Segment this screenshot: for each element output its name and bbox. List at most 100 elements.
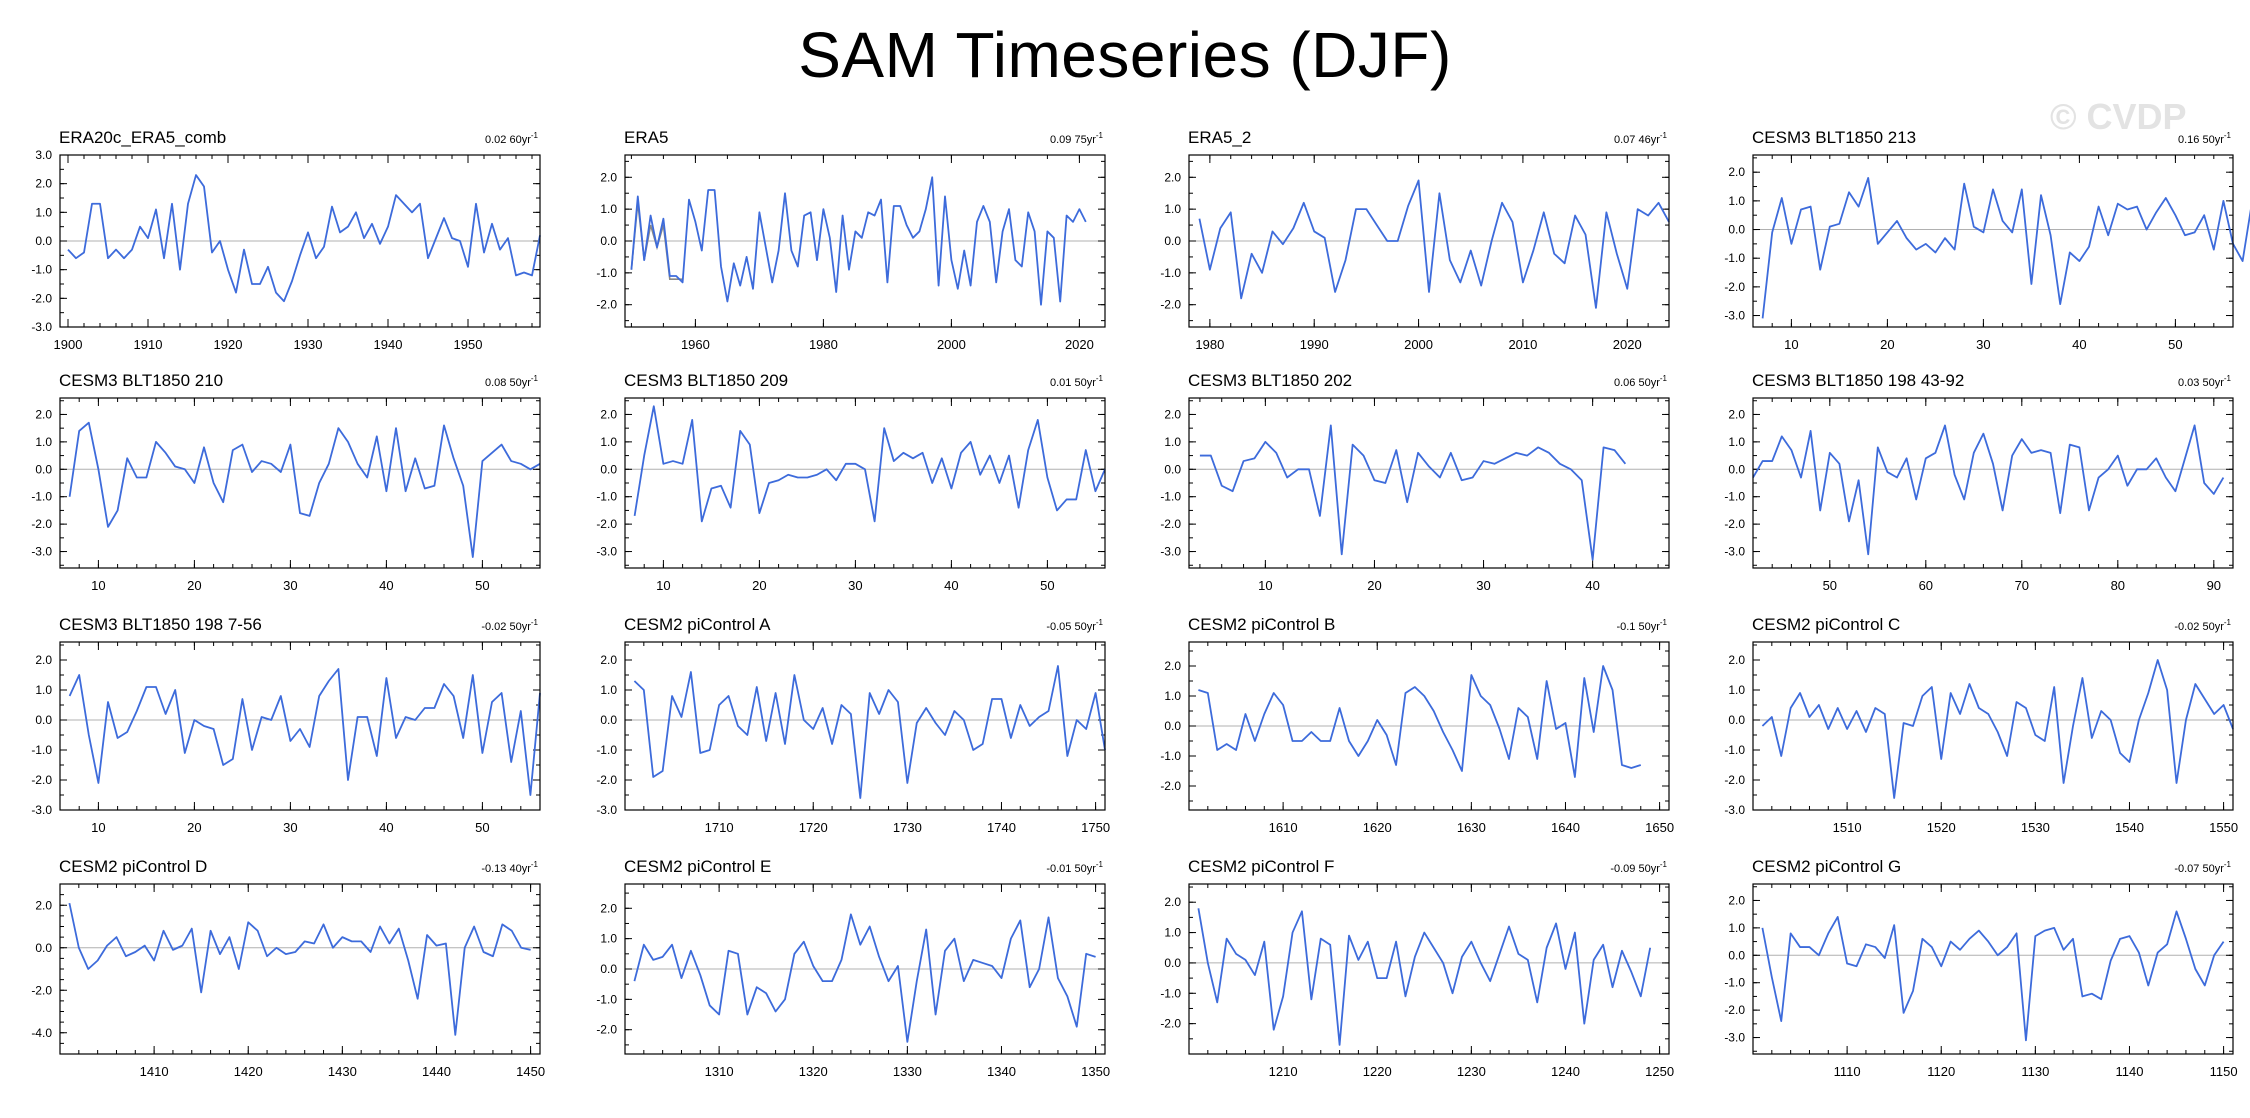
y-tick-label: 2.0 (1728, 165, 1745, 179)
panel-trend-unit: -1 (2224, 374, 2232, 383)
y-tick-label: 1.0 (1728, 194, 1745, 208)
chart-panel: CESM3 BLT1850 198 43-92 0.03 50yr-1 -3.0 -2… (1724, 371, 2234, 593)
y-tick-label: -2.0 (596, 298, 617, 312)
y-tick-label: 1.0 (35, 435, 52, 449)
y-tick-label: -2.0 (31, 773, 52, 787)
y-tick-label: 2.0 (1164, 407, 1181, 421)
y-tick-label: 1.0 (35, 205, 52, 219)
plot-frame (59, 641, 541, 811)
panel-title: CESM2 piControl D (59, 857, 207, 876)
plot-frame (1188, 154, 1670, 328)
y-tick-label: 0.0 (35, 941, 52, 955)
y-tick-label: -1.0 (31, 263, 52, 277)
x-tick-label: 30 (283, 820, 297, 835)
x-tick-label: 1940 (374, 337, 403, 352)
y-tick-label: -2.0 (31, 291, 52, 305)
y-tick-label: -3.0 (596, 545, 617, 559)
panel-trend: 0.03 50yr-1 (2178, 374, 2232, 389)
y-tick-label: 2.0 (600, 653, 617, 667)
y-tick-label: 2.0 (35, 177, 52, 191)
x-tick-label: 10 (656, 578, 670, 593)
y-tick-label: -3.0 (1724, 309, 1745, 323)
panel-title: CESM3 BLT1850 210 (59, 371, 223, 390)
chart-panel: CESM2 piControl B -0.1 50yr-1 -2.0 -1.0 0.0 1… (1160, 615, 1674, 835)
series-line (1199, 424, 1627, 561)
y-tick-label: 1.0 (1164, 435, 1181, 449)
chart-panel: CESM2 piControl F -0.09 50yr-1 -2.0 -1.0 0.0… (1160, 857, 1674, 1079)
y-tick-label: 1.0 (1728, 683, 1745, 697)
series-line (68, 668, 541, 796)
y-tick-label: -2.0 (596, 517, 617, 531)
y-tick-label: -3.0 (1724, 1031, 1745, 1045)
y-tick-label: -1.0 (1724, 251, 1745, 265)
series-line (630, 176, 1087, 306)
watermark-logo: © CVDP (2050, 96, 2187, 137)
x-tick-label: 1520 (1927, 820, 1956, 835)
panel-trend: 0.01 50yr-1 (1050, 374, 1104, 389)
y-tick-label: -1.0 (31, 490, 52, 504)
y-tick-label: 0.0 (35, 713, 52, 727)
y-tick-label: 2.0 (1728, 893, 1745, 907)
series-line (633, 913, 1096, 1043)
x-tick-label: 1950 (454, 337, 483, 352)
x-tick-label: 1930 (294, 337, 323, 352)
x-tick-label: 70 (2015, 578, 2029, 593)
x-tick-label: 10 (1258, 578, 1272, 593)
y-tick-label: -2.0 (596, 1023, 617, 1037)
x-tick-label: 1530 (2021, 820, 2050, 835)
y-tick-label: 0.0 (600, 962, 617, 976)
y-tick-label: -3.0 (31, 545, 52, 559)
panel-trend: -0.07 50yr-1 (2174, 860, 2231, 875)
chart-panel: CESM2 piControl A -0.05 50yr-1 -3.0 -2.0 -1.… (596, 615, 1110, 835)
y-tick-label: -1.0 (1724, 743, 1745, 757)
y-tick-label: -3.0 (1724, 803, 1745, 817)
x-tick-label: 1150 (2210, 1064, 2238, 1079)
y-tick-label: -1.0 (596, 266, 617, 280)
x-tick-label: 1610 (1269, 820, 1298, 835)
series-line (68, 902, 531, 1036)
chart-panel: CESM3 BLT1850 209 0.01 50yr-1 -3.0 -2.0 -1.0… (596, 371, 1106, 593)
x-tick-label: 30 (1476, 578, 1490, 593)
panel-trend: -0.05 50yr-1 (1046, 618, 1103, 633)
panel-trend-unit: -1 (531, 618, 539, 627)
panel-title: CESM3 BLT1850 209 (624, 371, 788, 390)
y-tick-label: 0.0 (600, 462, 617, 476)
panel-trend-unit: -1 (1660, 374, 1668, 383)
x-tick-label: 1730 (893, 820, 922, 835)
series-line (1761, 910, 2225, 1042)
panel-trend-unit: -1 (531, 374, 539, 383)
panel-trend-unit: -1 (531, 131, 539, 140)
panel-title: ERA5_2 (1188, 128, 1251, 147)
chart-panel: CESM2 piControl G -0.07 50yr-1 -3.0 -2.0 -1.… (1724, 857, 2237, 1079)
y-tick-label: -3.0 (1160, 545, 1181, 559)
x-tick-label: 40 (379, 578, 393, 593)
panel-trend-unit: -1 (1096, 618, 1104, 627)
x-tick-label: 30 (283, 578, 297, 593)
y-tick-label: -1.0 (1160, 490, 1181, 504)
x-tick-label: 60 (1919, 578, 1933, 593)
x-tick-label: 2000 (937, 337, 966, 352)
y-tick-label: 1.0 (600, 202, 617, 216)
panel-trend: 0.06 50yr-1 (1614, 374, 1668, 389)
y-tick-label: -2.0 (1160, 1017, 1181, 1031)
x-tick-label: 1620 (1363, 820, 1392, 835)
x-tick-label: 1230 (1457, 1064, 1486, 1079)
panel-trend-unit: -1 (1096, 374, 1104, 383)
y-tick-label: -2.0 (596, 773, 617, 787)
plot-frame (59, 154, 541, 328)
y-tick-label: -1.0 (1160, 266, 1181, 280)
panel-trend: -0.1 50yr-1 (1616, 618, 1667, 633)
x-tick-label: 2020 (1065, 337, 1094, 352)
y-tick-label: -3.0 (31, 320, 52, 334)
plot-frame (1188, 883, 1670, 1055)
y-tick-label: 0.0 (600, 713, 617, 727)
y-tick-label: -1.0 (596, 490, 617, 504)
panel-title: CESM2 piControl G (1752, 857, 1901, 876)
panel-title: CESM3 BLT1850 198 7-56 (59, 615, 262, 634)
x-tick-label: 1240 (1551, 1064, 1580, 1079)
y-tick-label: 0.0 (600, 234, 617, 248)
y-tick-label: 0.0 (1164, 234, 1181, 248)
y-tick-label: 1.0 (600, 435, 617, 449)
y-tick-label: -1.0 (1160, 986, 1181, 1000)
chart-panel: ERA5 0.09 75yr-1 -2.0 -1.0 0.0 1.0 2.0 1960 1980… (596, 128, 1106, 352)
